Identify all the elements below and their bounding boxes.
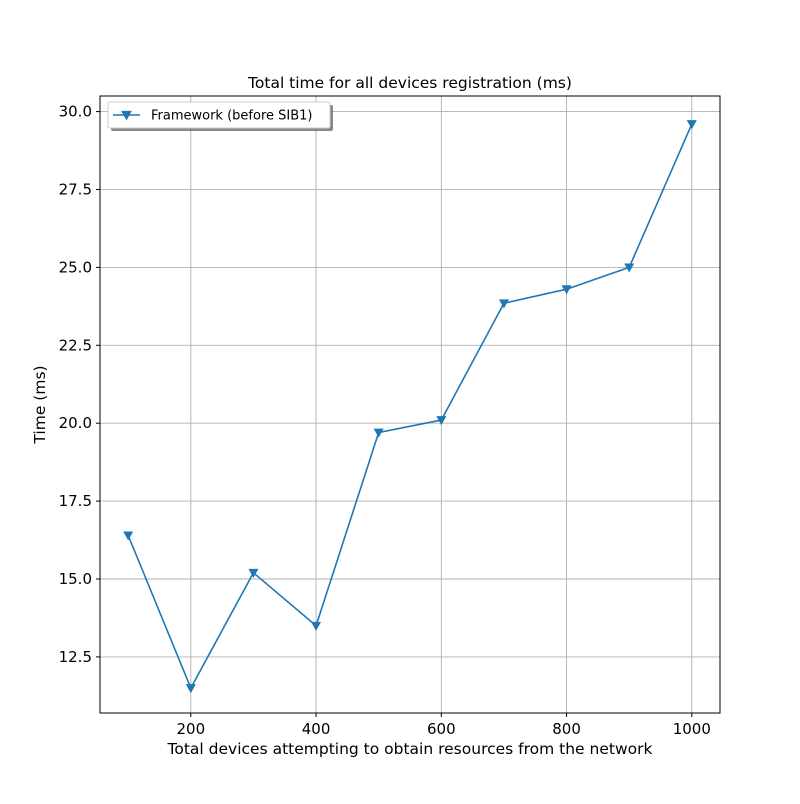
y-tick-label: 15.0 (59, 570, 92, 588)
data-point (498, 299, 509, 309)
data-point (185, 684, 196, 694)
data-point (686, 120, 697, 130)
x-tick-label: 200 (176, 720, 205, 738)
series-layer (123, 120, 697, 694)
legend-marker (121, 110, 132, 121)
y-axis-label: Time (ms) (31, 365, 49, 444)
data-point (436, 416, 447, 426)
y-tick-label: 12.5 (59, 648, 92, 666)
data-point (311, 621, 322, 631)
series-line (127, 123, 693, 689)
x-tick-label: 1000 (673, 720, 711, 738)
data-point (624, 263, 635, 273)
plot-frame (99, 95, 721, 714)
data-point (123, 531, 134, 541)
data-point (373, 428, 384, 438)
y-tick-label: 20.0 (59, 414, 92, 432)
plot-area (100, 96, 720, 713)
data-point (248, 568, 259, 578)
legend-entry-label: Framework (before SIB1) (151, 109, 312, 124)
x-tick-label: 800 (552, 720, 581, 738)
y-tick-label: 17.5 (59, 492, 92, 510)
y-tick-label: 27.5 (59, 180, 92, 198)
y-tick-label: 30.0 (59, 103, 92, 121)
legend-box (107, 101, 331, 129)
x-tick-label: 600 (427, 720, 456, 738)
y-tick-label: 25.0 (59, 258, 92, 276)
data-point (561, 285, 572, 295)
grid-lines (100, 96, 720, 713)
y-tick-label: 22.5 (59, 336, 92, 354)
x-axis-label: Total devices attempting to obtain resou… (167, 740, 653, 758)
legend: Framework (before SIB1) (107, 101, 333, 131)
chart-title: Total time for all devices registration … (247, 74, 572, 92)
x-tick-label: 400 (302, 720, 331, 738)
axis-ticks: 200 400 600 800 1000 12.5 15.0 17.5 20.0 22.5 25.0… (59, 103, 711, 738)
